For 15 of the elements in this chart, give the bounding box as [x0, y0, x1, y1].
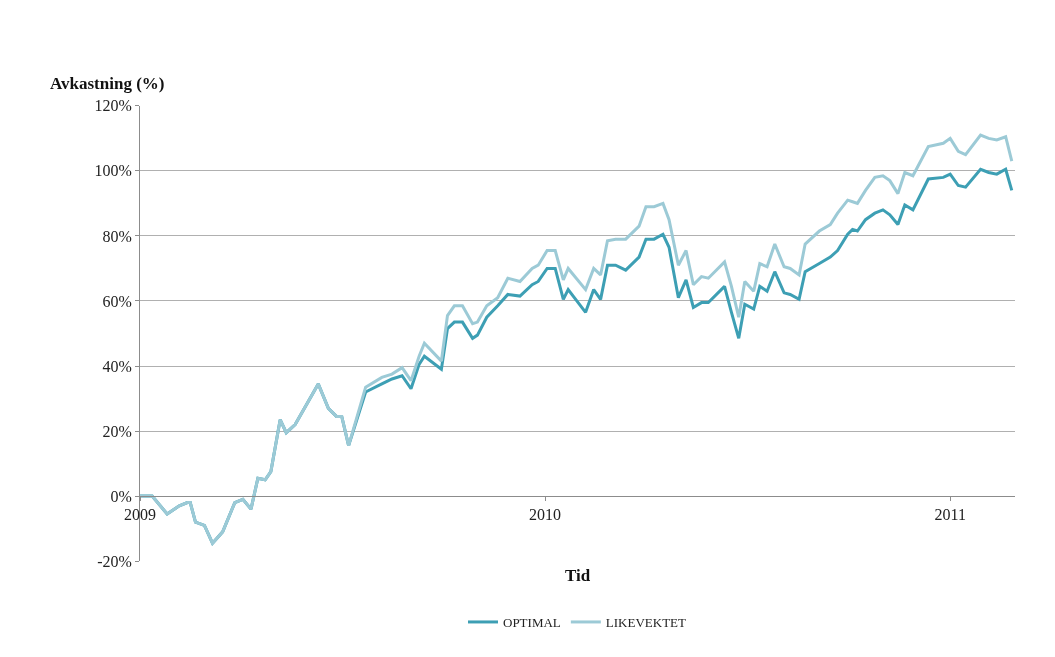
y-tick-label: 0%	[110, 487, 132, 505]
legend-label: OPTIMAL	[503, 615, 561, 631]
y-tick-label: 80%	[102, 227, 132, 245]
y-tick-label: 100%	[94, 162, 132, 180]
y-tick-label: 40%	[102, 357, 132, 375]
y-tick-label: 120%	[94, 97, 132, 115]
x-tick-label: 2010	[529, 506, 562, 524]
y-tick-label: 20%	[102, 422, 132, 440]
x-tick-label: 2009	[124, 506, 156, 524]
x-tick-label: 2011	[934, 506, 966, 524]
legend-label: LIKEVEKTET	[605, 615, 687, 631]
y-axis-title: Avkastning (%)	[50, 74, 165, 93]
x-axis-title: Tid	[565, 566, 591, 585]
y-tick-label: 60%	[102, 292, 132, 310]
y-tick-label: -20%	[97, 552, 132, 570]
